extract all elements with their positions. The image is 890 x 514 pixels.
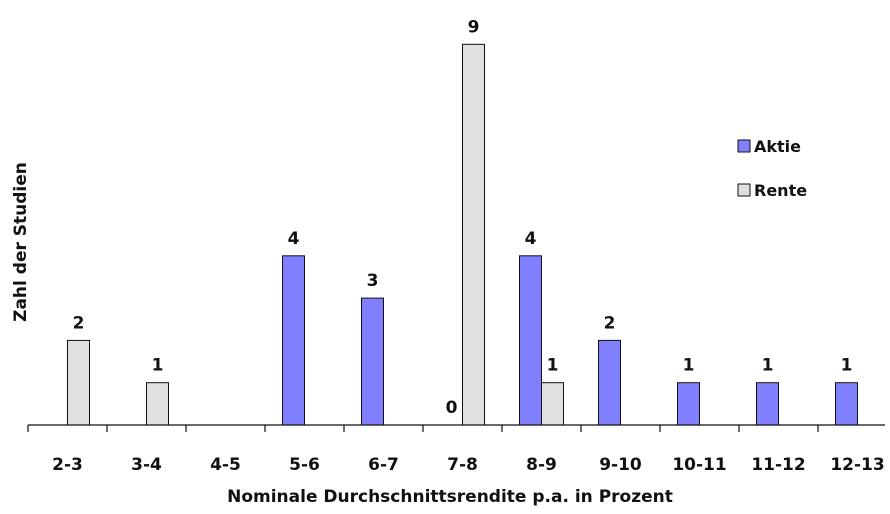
legend-swatch-aktie — [737, 139, 751, 153]
bar-aktie-10-11 — [677, 382, 700, 426]
x-tick-label-10-11: 10-11 — [672, 455, 726, 475]
bar-aktie-5-6 — [282, 255, 305, 426]
data-label-aktie-10-11: 1 — [683, 356, 695, 376]
bar-rente-2-3 — [67, 339, 90, 426]
bar-rente-3-4 — [146, 382, 169, 426]
x-tick-label-4-5: 4-5 — [210, 455, 241, 475]
bars-group — [67, 43, 858, 426]
x-axis-ticks — [27, 425, 819, 432]
data-label-rente-2-3: 2 — [73, 313, 85, 333]
x-tick-label-9-10: 9-10 — [599, 455, 642, 475]
x-tick-label-8-9: 8-9 — [526, 455, 557, 475]
data-label-aktie-6-7: 3 — [367, 271, 379, 291]
x-axis-title: Nominale Durchschnittsrendite p.a. in Pr… — [227, 487, 673, 507]
data-label-aktie-9-10: 2 — [604, 313, 616, 333]
x-tick-label-2-3: 2-3 — [52, 455, 83, 475]
data-label-rente-8-9: 1 — [547, 356, 559, 376]
data-label-rente-3-4: 1 — [152, 356, 164, 376]
bar-aktie-6-7 — [361, 297, 384, 426]
bar-aktie-8-9 — [519, 255, 542, 426]
data-label-aktie-7-8: 0 — [446, 398, 458, 418]
x-tick-label-6-7: 6-7 — [368, 455, 399, 475]
bar-aktie-12-13 — [835, 382, 858, 426]
data-label-rente-7-8: 9 — [468, 17, 480, 37]
x-tick-label-11-12: 11-12 — [751, 455, 805, 475]
x-tick-label-7-8: 7-8 — [447, 455, 478, 475]
bar-rente-7-8 — [462, 43, 485, 426]
legend-label-aktie: Aktie — [754, 137, 801, 156]
data-label-aktie-11-12: 1 — [762, 356, 774, 376]
bar-aktie-11-12 — [756, 382, 779, 426]
x-tick-label-12-13: 12-13 — [830, 455, 884, 475]
data-label-aktie-8-9: 4 — [525, 229, 537, 249]
x-axis-tick-labels: 2-3 3-4 4-5 5-6 6-7 7-8 8-9 9-10 10-11 11-12 12-13 — [52, 455, 885, 475]
legend: Aktie Rente — [737, 137, 807, 200]
x-tick-label-3-4: 3-4 — [131, 455, 162, 475]
data-label-aktie-12-13: 1 — [841, 356, 853, 376]
legend-label-rente: Rente — [754, 181, 807, 200]
bar-aktie-9-10 — [598, 339, 621, 426]
y-axis-title: Zahl der Studien — [11, 162, 31, 322]
data-labels-group: 4 3 0 4 2 1 1 1 2 1 9 1 — [73, 17, 853, 418]
legend-swatch-rente — [737, 183, 751, 197]
data-label-aktie-5-6: 4 — [288, 229, 300, 249]
x-tick-label-5-6: 5-6 — [289, 455, 320, 475]
bar-rente-8-9 — [541, 382, 564, 426]
